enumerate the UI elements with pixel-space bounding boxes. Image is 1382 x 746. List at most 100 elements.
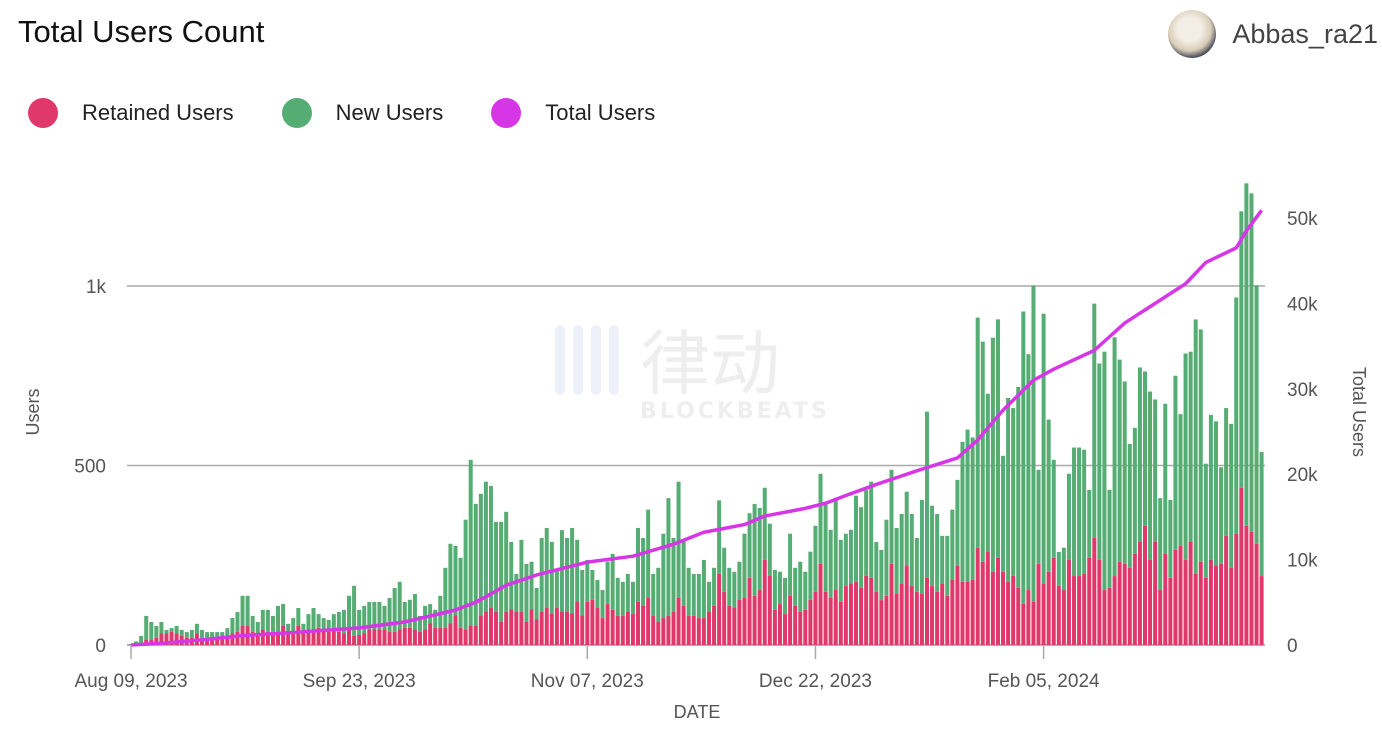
legend-item-retained[interactable]: Retained Users xyxy=(28,98,234,128)
total-dot-icon xyxy=(491,98,522,128)
retained-users-bar xyxy=(1163,553,1168,645)
new-users-bar xyxy=(519,539,524,612)
new-users-bar xyxy=(473,503,478,626)
retained-users-bar xyxy=(1122,563,1127,645)
retained-users-bar xyxy=(423,629,428,645)
new-users-bar xyxy=(494,521,499,612)
retained-users-bar xyxy=(402,627,407,645)
retained-users-bar xyxy=(397,629,402,645)
retained-users-bar xyxy=(412,629,417,645)
retained-users-bar xyxy=(995,557,1000,645)
new-users-bar xyxy=(352,585,357,636)
new-users-bar xyxy=(600,590,605,619)
new-users-bar xyxy=(904,491,909,567)
new-users-bar xyxy=(281,604,286,626)
new-users-bar xyxy=(828,529,833,598)
new-users-bar xyxy=(641,538,646,606)
new-users-bar xyxy=(372,601,377,630)
new-users-bar xyxy=(1001,455,1006,572)
retained-users-bar xyxy=(478,615,483,645)
new-users-bar xyxy=(392,587,397,632)
retained-users-bar xyxy=(924,577,929,645)
new-users-bar xyxy=(326,619,331,632)
retained-users-bar xyxy=(1153,541,1158,645)
retained-users-bar xyxy=(1087,557,1092,645)
new-users-bar xyxy=(701,559,706,619)
retained-users-bar xyxy=(554,607,559,645)
retained-users-bar xyxy=(448,623,453,645)
retained-users-bar xyxy=(1234,533,1239,645)
retained-users-bar xyxy=(985,551,990,645)
new-users-bar xyxy=(1046,419,1051,572)
retained-users-bar xyxy=(1254,543,1259,645)
new-users-bar xyxy=(336,611,341,632)
new-users-bar xyxy=(412,594,417,630)
new-users-bar xyxy=(1122,381,1127,564)
new-users-bar xyxy=(179,629,184,636)
page-title: Total Users Count xyxy=(18,14,265,49)
new-users-bar xyxy=(1254,285,1259,544)
user-profile[interactable]: Abbas_ra21 xyxy=(1168,10,1378,58)
new-users-bar xyxy=(1203,463,1208,578)
retained-users-bar xyxy=(879,600,884,645)
retained-users-bar xyxy=(1092,538,1097,645)
new-users-bar xyxy=(311,608,316,632)
new-users-bar xyxy=(696,573,701,619)
new-users-bar xyxy=(666,498,671,616)
new-users-bar xyxy=(671,538,676,612)
new-users-bar xyxy=(985,393,990,552)
new-users-bar xyxy=(1097,363,1102,560)
new-users-bar xyxy=(1051,459,1056,558)
new-users-bar xyxy=(1239,211,1244,488)
new-users-bar xyxy=(514,573,519,612)
retained-users-bar xyxy=(788,595,793,645)
new-users-bar xyxy=(154,625,159,638)
new-users-bar xyxy=(595,580,600,609)
retained-users-bar xyxy=(539,611,544,645)
new-users-bar xyxy=(134,641,139,644)
retained-users-bar xyxy=(798,611,803,645)
legend-item-total[interactable]: Total Users xyxy=(491,98,655,128)
new-users-bar xyxy=(347,595,352,628)
new-users-bar xyxy=(706,581,711,612)
new-users-bar xyxy=(717,500,722,574)
new-users-bar xyxy=(377,601,382,630)
retained-users-bar xyxy=(945,595,950,645)
retained-users-bar xyxy=(483,611,488,645)
watermark-logo-subtext: BLOCKBEATS xyxy=(640,399,830,424)
retained-users-bar xyxy=(357,634,362,645)
legend-item-new[interactable]: New Users xyxy=(281,98,443,128)
retained-users-bar xyxy=(762,559,767,645)
new-users-bar xyxy=(980,341,985,562)
retained-users-bar xyxy=(575,601,580,645)
retained-users-bar xyxy=(494,611,499,645)
new-users-bar xyxy=(1066,473,1071,560)
retained-users-bar xyxy=(1198,561,1203,645)
retained-users-bar xyxy=(1046,571,1051,645)
retained-users-bar xyxy=(382,629,387,645)
retained-users-bar xyxy=(1148,559,1153,645)
retained-users-bar xyxy=(1061,590,1066,645)
new-users-bar xyxy=(691,573,696,616)
retained-users-bar xyxy=(463,629,468,645)
retained-users-bar xyxy=(362,633,367,645)
new-users-bar xyxy=(838,539,843,602)
retained-users-bar xyxy=(438,627,443,645)
new-users-bar xyxy=(803,571,808,610)
retained-users-bar xyxy=(600,618,605,645)
new-users-bar xyxy=(1148,391,1153,560)
new-users-bar xyxy=(1168,499,1173,578)
retained-users-bar xyxy=(1229,567,1234,645)
retained-users-bar xyxy=(686,615,691,645)
retained-users-bar xyxy=(1011,575,1016,645)
retained-users-bar xyxy=(169,631,174,645)
new-users-bar xyxy=(286,623,291,632)
retained-users-bar xyxy=(590,599,595,645)
retained-users-bar xyxy=(909,586,914,645)
avatar[interactable] xyxy=(1168,10,1217,58)
retained-users-bar xyxy=(808,599,813,645)
new-users-bar xyxy=(813,525,818,592)
new-users-bar xyxy=(1031,285,1036,602)
retained-users-bar xyxy=(970,580,975,645)
retained-users-bar xyxy=(848,583,853,645)
